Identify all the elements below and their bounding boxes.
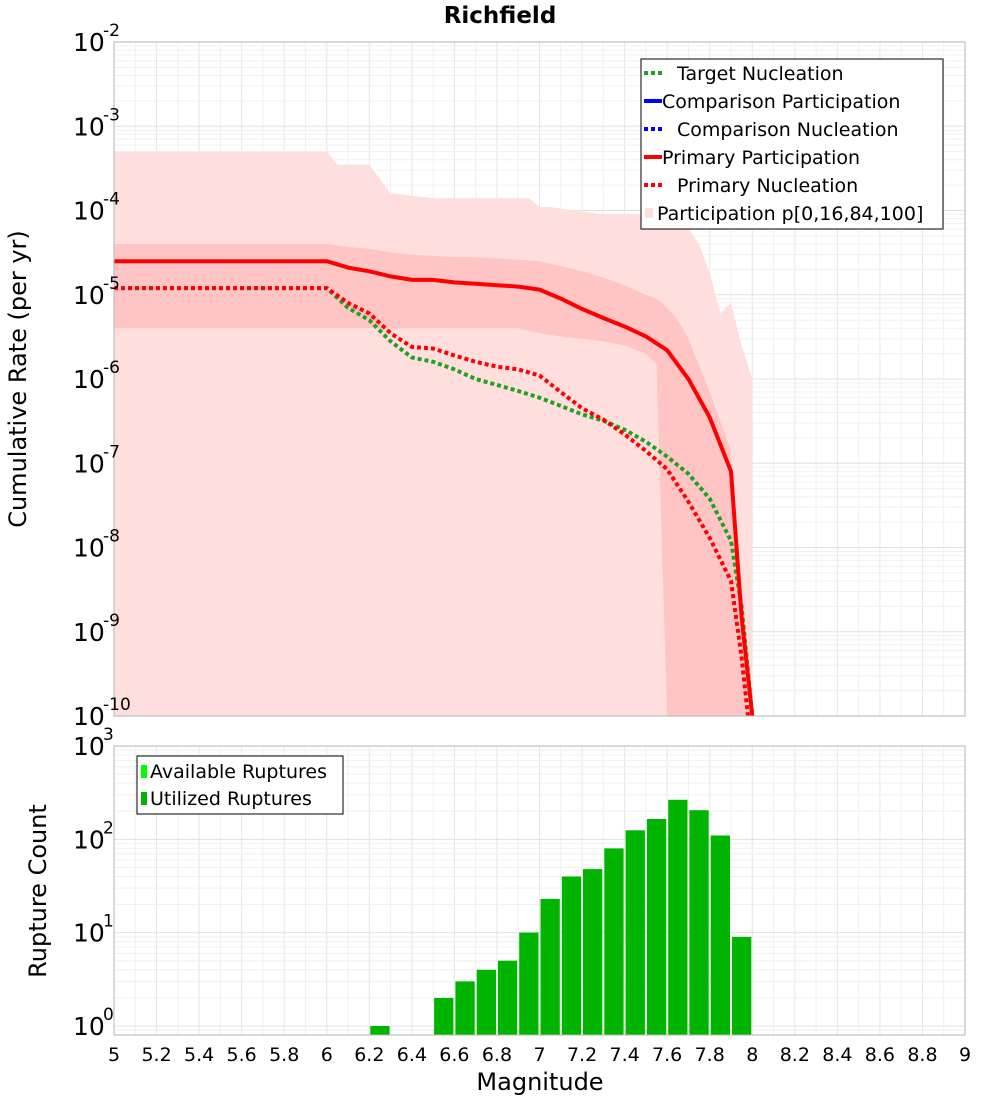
- x-axis-label: Magnitude: [476, 1068, 603, 1096]
- band-p0-p100: [114, 151, 753, 717]
- legend-label: Comparison Participation: [662, 91, 900, 113]
- x-tick-label: 6.8: [482, 1044, 512, 1066]
- count-ytick-exp: 0: [103, 1005, 114, 1025]
- count-bars: [370, 799, 752, 1035]
- bar: [646, 819, 667, 1035]
- legend-label: Target Nucleation: [676, 63, 844, 85]
- rate-ytick-base: 10: [73, 702, 105, 731]
- legend-label: Comparison Nucleation: [677, 119, 899, 141]
- rate-ytick-base: 10: [73, 449, 105, 478]
- series-line-primary-nucleation: [114, 286, 750, 717]
- legend-swatch-bar: [141, 765, 147, 778]
- bar: [710, 835, 730, 1035]
- rate-ytick-base: 10: [73, 618, 105, 647]
- count-plot-border: [113, 745, 966, 1036]
- x-tick-label: 8.4: [822, 1044, 852, 1066]
- bar: [625, 830, 645, 1035]
- x-tick-label: 6.6: [439, 1044, 469, 1066]
- rate-ytick-base: 10: [73, 28, 105, 57]
- bar: [583, 869, 603, 1035]
- rate-ytick-exp: -10: [103, 695, 131, 715]
- magnitude-x-ticks: 5 5.2 5.4 5.6 5.8 6 6.2 6.4 6.6 6.8 7 7.2 7.4 7.6 7.8 8…: [108, 1044, 971, 1066]
- rate-lines: [114, 259, 755, 717]
- count-ytick-base: 10: [73, 732, 105, 761]
- bar: [370, 1026, 390, 1035]
- x-tick-label: 8: [746, 1044, 758, 1066]
- chart-title: Richfield: [444, 3, 557, 29]
- rate-ytick-base: 10: [73, 281, 105, 310]
- legend-label: Utilized Ruptures: [150, 788, 312, 810]
- rate-ytick-base: 10: [73, 365, 105, 394]
- rate-legend-box: [640, 58, 944, 230]
- x-tick-label: 5.8: [269, 1044, 299, 1066]
- count-ytick-exp: 2: [103, 818, 114, 838]
- x-tick-label: 7: [533, 1044, 545, 1066]
- rate-ytick-exp: -5: [103, 274, 120, 294]
- x-tick-label: 7.2: [567, 1044, 597, 1066]
- rate-ytick-exp: -4: [103, 190, 120, 210]
- rate-ytick-exp: -8: [103, 527, 120, 547]
- bar: [668, 799, 688, 1035]
- legend-label: Participation p[0,16,84,100]: [657, 203, 923, 225]
- rate-ytick-exp: -3: [103, 105, 120, 125]
- rate-percentile-bands: [114, 151, 753, 717]
- x-tick-label: 7.4: [609, 1044, 639, 1066]
- bar: [540, 898, 560, 1035]
- bar: [604, 848, 624, 1035]
- bar: [561, 876, 582, 1035]
- legend-label: Primary Participation: [662, 147, 860, 169]
- rate-ytick-exp: -2: [103, 21, 120, 41]
- band-p16-p84: [114, 244, 748, 716]
- x-tick-label: 8.2: [780, 1044, 810, 1066]
- rate-ytick-base: 10: [73, 197, 105, 226]
- bar: [497, 960, 518, 1035]
- legend-label: Available Ruptures: [150, 761, 327, 783]
- x-tick-label: 5: [108, 1044, 120, 1066]
- count-ytick-exp: 1: [103, 912, 114, 932]
- x-tick-label: 9: [959, 1044, 971, 1066]
- count-y-axis-label: Rupture Count: [24, 804, 52, 978]
- rate-ytick-exp: -7: [103, 442, 120, 462]
- count-legend-box: [136, 755, 344, 815]
- bar: [476, 969, 496, 1035]
- count-ytick-base: 10: [73, 919, 105, 948]
- x-tick-label: 5.2: [141, 1044, 171, 1066]
- rate-ytick-exp: -9: [103, 611, 120, 631]
- x-tick-label: 7.6: [652, 1044, 682, 1066]
- x-tick-label: 6.4: [397, 1044, 427, 1066]
- x-tick-label: 7.8: [695, 1044, 725, 1066]
- bar: [519, 932, 539, 1035]
- count-ytick-base: 10: [73, 825, 105, 854]
- legend-swatch-bar: [141, 792, 147, 805]
- rate-plot-border: [113, 41, 966, 717]
- rate-ytick-exp: -6: [103, 358, 120, 378]
- rate-y-axis-label: Cumulative Rate (per yr): [4, 230, 32, 528]
- rate-ytick-base: 10: [73, 112, 105, 141]
- legend-label: Primary Nucleation: [677, 175, 858, 197]
- bar: [434, 997, 454, 1035]
- x-tick-label: 5.4: [184, 1044, 214, 1066]
- x-tick-label: 8.8: [907, 1044, 937, 1066]
- rate-legend: Target Nucleation Comparison Participatio…: [640, 58, 944, 230]
- count-legend: Available Ruptures Utilized Ruptures: [136, 755, 344, 815]
- legend-swatch-band: [645, 208, 653, 218]
- series-line-primary-participation: [114, 259, 755, 717]
- bar: [689, 810, 709, 1035]
- bar: [455, 981, 475, 1035]
- rate-ytick-base: 10: [73, 534, 105, 563]
- count-ytick-exp: 3: [103, 725, 114, 745]
- x-tick-label: 8.6: [865, 1044, 895, 1066]
- x-tick-label: 6.2: [354, 1044, 384, 1066]
- x-tick-label: 6: [321, 1044, 333, 1066]
- bar: [732, 936, 752, 1035]
- x-tick-label: 5.6: [227, 1044, 257, 1066]
- series-line-target-nucleation: [114, 286, 755, 717]
- count-ytick-base: 10: [73, 1012, 105, 1041]
